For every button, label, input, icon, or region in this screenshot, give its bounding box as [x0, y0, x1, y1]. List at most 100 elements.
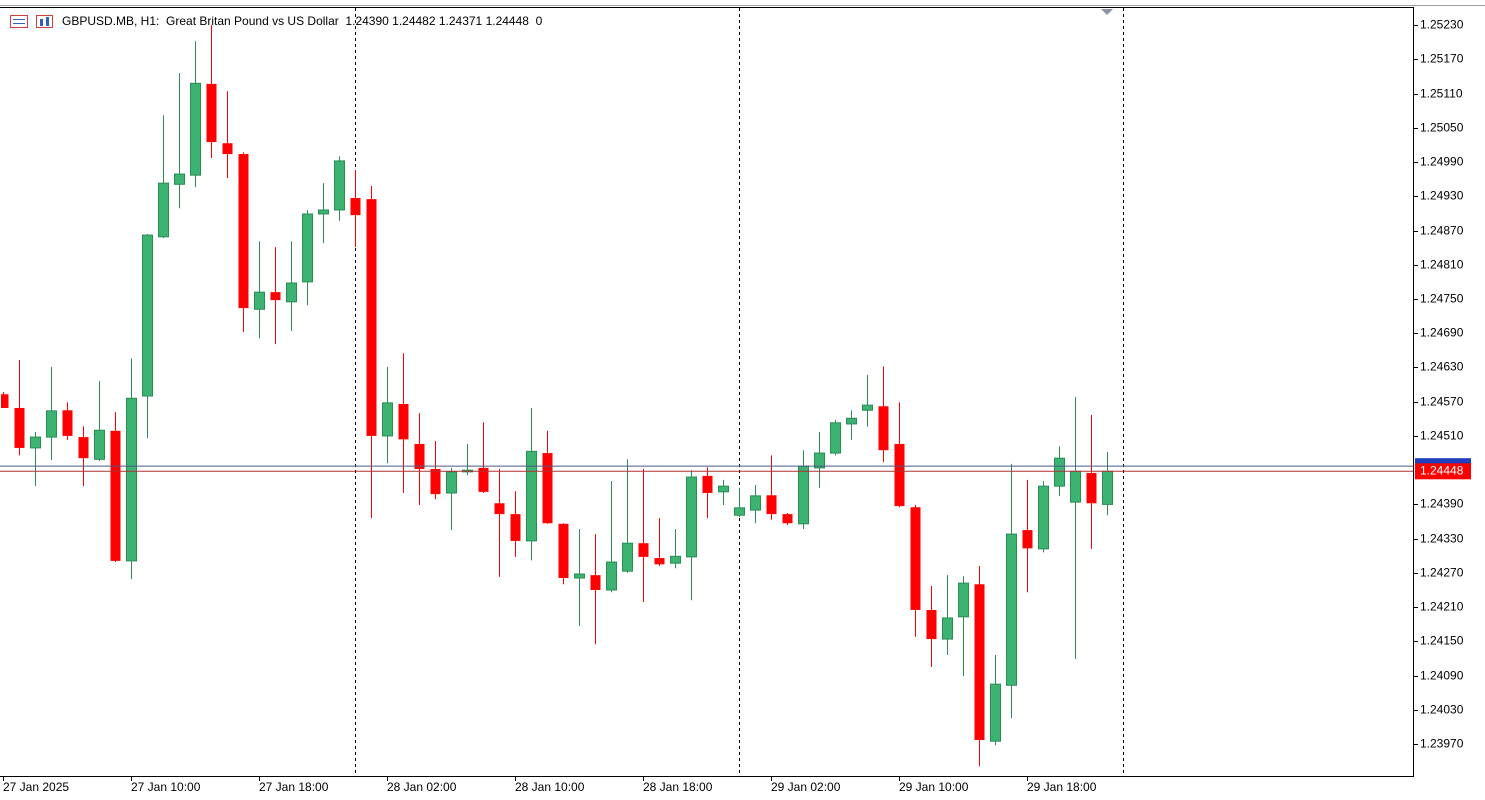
candle-body [894, 443, 905, 507]
candle-body [14, 407, 25, 448]
chart-title: GBPUSD.MB, H1: Great Britan Pound vs US … [62, 14, 543, 28]
y-tick-label: 1.25170 [1420, 52, 1464, 66]
candle-body [254, 291, 265, 310]
candle-body [190, 82, 201, 176]
candle-body [206, 83, 217, 143]
y-tick-label: 1.25230 [1420, 18, 1464, 32]
candle-body [558, 523, 569, 579]
candle-body [782, 514, 793, 524]
x-tick-label: 28 Jan 02:00 [387, 780, 457, 794]
candle-body [366, 199, 377, 436]
x-tick-label: 29 Jan 18:00 [1027, 780, 1097, 794]
y-tick-label: 1.23970 [1420, 737, 1464, 751]
y-tick-label: 1.24510 [1420, 429, 1464, 443]
candle-body [606, 561, 617, 591]
candle-body [814, 452, 825, 469]
candle-body [494, 503, 505, 515]
candle-body [590, 575, 601, 590]
candle-body [222, 143, 233, 155]
candle-body [702, 475, 713, 493]
candle-body [1006, 533, 1017, 686]
y-tick-label: 1.24570 [1420, 395, 1464, 409]
y-tick-label: 1.24270 [1420, 566, 1464, 580]
candle-body [1, 394, 9, 408]
candle-body [638, 543, 649, 557]
candle-body [1054, 457, 1065, 487]
candle-body [574, 573, 585, 579]
candle-body [414, 443, 425, 470]
candle-body [766, 495, 777, 515]
candle-body [158, 182, 169, 238]
y-tick-label: 1.24390 [1420, 497, 1464, 511]
y-tick-label: 1.24330 [1420, 532, 1464, 546]
candle-body [510, 514, 521, 541]
icon-bar [46, 17, 49, 26]
candle-body [286, 282, 297, 303]
candle-body [926, 609, 937, 640]
bid-label: 1.24448 [1420, 463, 1464, 477]
icon-list [10, 15, 28, 28]
candle-body [238, 154, 249, 309]
x-tick-label: 28 Jan 18:00 [643, 780, 713, 794]
candle-body [622, 542, 633, 572]
candle-body [318, 209, 329, 215]
candle-body [126, 397, 137, 562]
y-tick-label: 1.25050 [1420, 121, 1464, 135]
x-tick-label: 27 Jan 10:00 [131, 780, 201, 794]
candle-body [62, 410, 73, 436]
candle-body [526, 450, 537, 542]
candle-body [174, 173, 185, 185]
candle-body [446, 471, 457, 494]
candle-body [846, 417, 857, 425]
bid-label-box [1415, 463, 1471, 480]
y-tick-label: 1.24870 [1420, 224, 1464, 238]
candle-body [46, 410, 57, 438]
x-tick-label: 27 Jan 2025 [3, 780, 69, 794]
candle-body [478, 467, 489, 492]
candle-body [350, 198, 361, 216]
candle-body [942, 617, 953, 640]
y-tick-label: 1.24810 [1420, 258, 1464, 272]
candle-body [798, 465, 809, 525]
y-tick-label: 1.24210 [1420, 600, 1464, 614]
candle-body [1022, 530, 1033, 549]
candle-body [686, 476, 697, 558]
header-icons [10, 15, 53, 28]
candle-body [862, 404, 873, 411]
x-tick-label: 28 Jan 10:00 [515, 780, 585, 794]
icon-bar [40, 19, 43, 26]
y-tick-label: 1.25110 [1420, 87, 1463, 101]
candle-body [398, 403, 409, 440]
shift-marker [1101, 9, 1113, 15]
x-tick-label: 29 Jan 10:00 [899, 780, 969, 794]
candle-body [110, 430, 121, 561]
y-tick-label: 1.24690 [1420, 326, 1464, 340]
y-tick-label: 1.24090 [1420, 669, 1464, 683]
candle-body [974, 584, 985, 741]
y-tick-label: 1.24630 [1420, 360, 1464, 374]
candle-body [670, 555, 681, 564]
y-tick-label: 1.24150 [1420, 634, 1464, 648]
candle-body [910, 507, 921, 610]
candle-body [830, 422, 841, 454]
candle-body [302, 213, 313, 283]
candle-body [750, 495, 761, 511]
candle-body [430, 469, 441, 495]
candle-body [142, 234, 153, 397]
candle-body [958, 582, 969, 618]
candle-body [1038, 485, 1049, 550]
candle-body [78, 437, 89, 459]
candle-body [990, 683, 1001, 742]
y-tick-label: 1.24930 [1420, 189, 1464, 203]
x-tick-label: 29 Jan 02:00 [771, 780, 841, 794]
y-tick-label: 1.24990 [1420, 155, 1464, 169]
candle-body [30, 436, 41, 449]
candle-body [542, 453, 553, 524]
icon-chart [36, 15, 53, 28]
candle-body [1102, 470, 1113, 505]
y-tick-label: 1.24750 [1420, 292, 1464, 306]
candle-body [94, 429, 105, 460]
candle-body [334, 160, 345, 211]
